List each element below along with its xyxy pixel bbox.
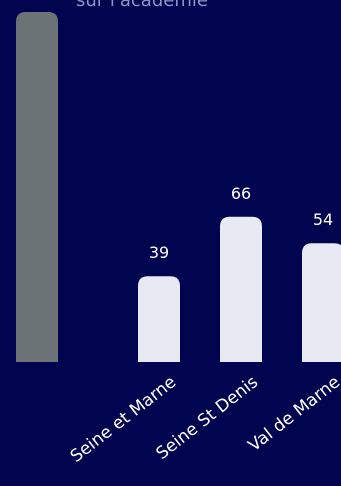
data-label: 66 [231,184,251,203]
chart-subtitle: sur l'académie [76,0,208,11]
bar-academie [16,12,58,362]
bar-seine-et-marne [138,276,180,362]
bar-seine-st-denis [220,216,262,362]
data-label: 54 [313,210,333,229]
bar-val-de-marne [302,243,341,362]
data-label: 39 [149,243,169,262]
